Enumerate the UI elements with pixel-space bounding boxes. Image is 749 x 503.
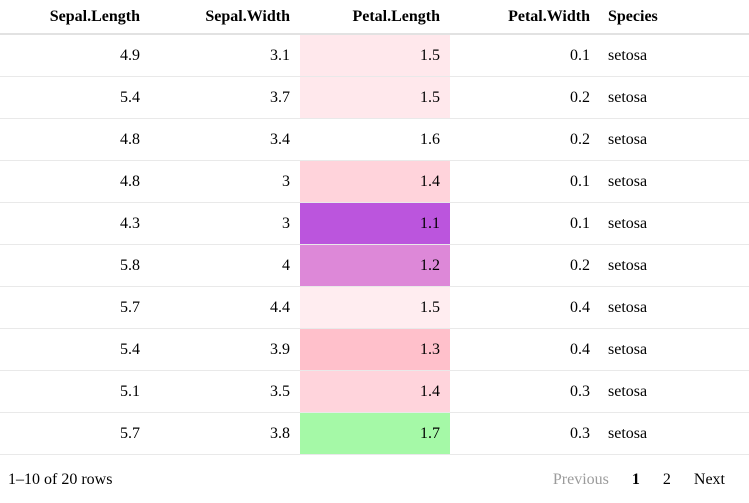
column-header-sepal-width[interactable]: Sepal.Width	[150, 0, 300, 35]
cell-species: setosa	[600, 244, 749, 287]
table-row: 4.8 3 1.4 0.1 setosa	[0, 160, 749, 203]
cell-petal-length: 1.2	[300, 244, 450, 287]
table-row: 5.4 3.7 1.5 0.2 setosa	[0, 76, 749, 119]
cell-petal-length: 1.4	[300, 370, 450, 413]
cell-petal-length: 1.3	[300, 328, 450, 371]
table-body: 4.9 3.1 1.5 0.1 setosa 5.4 3.7 1.5 0.2 setosa 4.8 3…	[0, 34, 749, 455]
cell-sepal-length: 4.8	[0, 118, 150, 161]
column-header-species[interactable]: Species	[600, 0, 749, 35]
cell-sepal-width: 3.1	[150, 34, 300, 77]
cell-species: setosa	[600, 328, 749, 371]
table-row: 5.1 3.5 1.4 0.3 setosa	[0, 370, 749, 413]
cell-species: setosa	[600, 76, 749, 119]
cell-petal-width: 0.2	[450, 118, 600, 161]
cell-sepal-length: 5.4	[0, 76, 150, 119]
cell-species: setosa	[600, 412, 749, 455]
next-page-button[interactable]: Next	[693, 471, 725, 488]
cell-petal-length: 1.5	[300, 286, 450, 329]
cell-petal-length: 1.4	[300, 160, 450, 203]
cell-sepal-length: 4.3	[0, 202, 150, 245]
cell-sepal-length: 5.7	[0, 286, 150, 329]
cell-petal-length: 1.6	[300, 118, 450, 161]
column-header-petal-width[interactable]: Petal.Width	[450, 0, 600, 35]
cell-sepal-width: 3.8	[150, 412, 300, 455]
cell-sepal-width: 3.5	[150, 370, 300, 413]
table-row: 4.3 3 1.1 0.1 setosa	[0, 202, 749, 245]
table-row: 5.4 3.9 1.3 0.4 setosa	[0, 328, 749, 371]
cell-petal-width: 0.3	[450, 370, 600, 413]
cell-sepal-width: 3.4	[150, 118, 300, 161]
cell-sepal-length: 5.7	[0, 412, 150, 455]
cell-petal-width: 0.2	[450, 76, 600, 119]
previous-page-button[interactable]: Previous	[552, 471, 609, 488]
cell-petal-width: 0.3	[450, 412, 600, 455]
cell-petal-length: 1.7	[300, 412, 450, 455]
column-header-sepal-length[interactable]: Sepal.Length	[0, 0, 150, 35]
cell-petal-width: 0.1	[450, 160, 600, 203]
page-button-2[interactable]: 2	[662, 471, 671, 488]
cell-petal-length: 1.5	[300, 34, 450, 77]
table-row: 5.8 4 1.2 0.2 setosa	[0, 244, 749, 287]
cell-species: setosa	[600, 370, 749, 413]
cell-species: setosa	[600, 286, 749, 329]
cell-petal-length: 1.1	[300, 202, 450, 245]
cell-sepal-length: 5.4	[0, 328, 150, 371]
table-row: 5.7 3.8 1.7 0.3 setosa	[0, 412, 749, 455]
cell-species: setosa	[600, 118, 749, 161]
iris-data-table: Sepal.Length Sepal.Width Petal.Length Pe…	[0, 0, 749, 455]
table-header: Sepal.Length Sepal.Width Petal.Length Pe…	[0, 0, 749, 35]
cell-sepal-width: 3.7	[150, 76, 300, 119]
cell-sepal-length: 4.9	[0, 34, 150, 77]
page-info: 1–10 of 20 rows	[8, 471, 113, 488]
cell-species: setosa	[600, 160, 749, 203]
cell-petal-width: 0.4	[450, 328, 600, 371]
cell-sepal-length: 5.8	[0, 244, 150, 287]
table-row: 4.8 3.4 1.6 0.2 setosa	[0, 118, 749, 161]
cell-sepal-length: 5.1	[0, 370, 150, 413]
cell-petal-width: 0.2	[450, 244, 600, 287]
header-row: Sepal.Length Sepal.Width Petal.Length Pe…	[0, 0, 749, 35]
cell-petal-width: 0.1	[450, 202, 600, 245]
cell-sepal-length: 4.8	[0, 160, 150, 203]
cell-sepal-width: 4.4	[150, 286, 300, 329]
cell-petal-length: 1.5	[300, 76, 450, 119]
cell-petal-width: 0.1	[450, 34, 600, 77]
cell-petal-width: 0.4	[450, 286, 600, 329]
page-button-1[interactable]: 1	[631, 471, 640, 488]
column-header-petal-length[interactable]: Petal.Length	[300, 0, 450, 35]
cell-sepal-width: 3	[150, 160, 300, 203]
table-row: 5.7 4.4 1.5 0.4 setosa	[0, 286, 749, 329]
cell-sepal-width: 3	[150, 202, 300, 245]
cell-species: setosa	[600, 34, 749, 77]
cell-species: setosa	[600, 202, 749, 245]
cell-sepal-width: 4	[150, 244, 300, 287]
cell-sepal-width: 3.9	[150, 328, 300, 371]
table-row: 4.9 3.1 1.5 0.1 setosa	[0, 34, 749, 77]
